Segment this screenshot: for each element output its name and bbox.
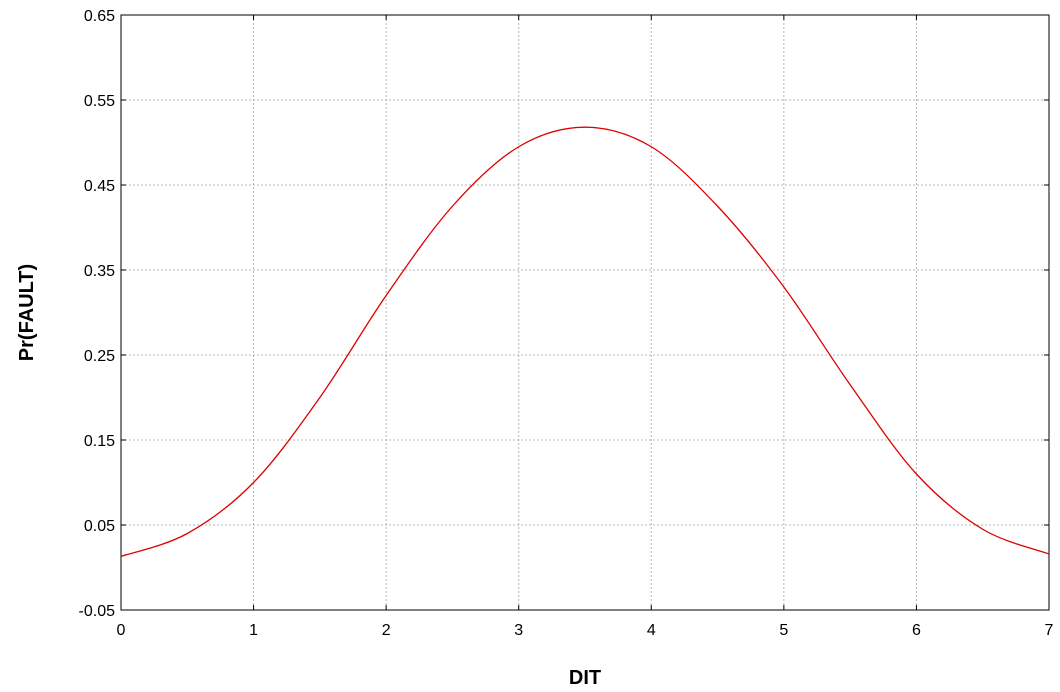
y-tick-label: 0.25	[84, 348, 115, 365]
x-tick-label: 7	[1045, 622, 1054, 639]
x-tick-label: 4	[647, 622, 656, 639]
y-tick-label: 0.55	[84, 93, 115, 110]
y-tick-label: 0.05	[84, 518, 115, 535]
x-tick-label: 1	[249, 622, 258, 639]
x-tick-label: 2	[382, 622, 391, 639]
x-tick-label: 3	[514, 622, 523, 639]
plot-frame	[120, 14, 1050, 611]
y-tick-label: 0.45	[84, 178, 115, 195]
series-layer	[120, 126, 1050, 558]
y-tick-label: 0.15	[84, 433, 115, 450]
x-tick-label: 6	[912, 622, 921, 639]
y-axis: -0.05 0.05 0.15 0.25 0.35 0.45 0.55 0.65	[79, 8, 1049, 620]
y-tick-label: -0.05	[79, 603, 116, 620]
x-tick-label: 5	[779, 622, 788, 639]
grid	[121, 15, 1049, 610]
x-axis: 0 1 2 3 4 5 6 7	[117, 15, 1054, 639]
y-tick-label: 0.65	[84, 8, 115, 25]
x-axis-title: DIT	[569, 667, 601, 689]
y-axis-title: Pr(FAULT)	[16, 264, 38, 361]
y-tick-label: 0.35	[84, 263, 115, 280]
series-line	[120, 126, 1050, 558]
x-tick-label: 0	[117, 622, 126, 639]
